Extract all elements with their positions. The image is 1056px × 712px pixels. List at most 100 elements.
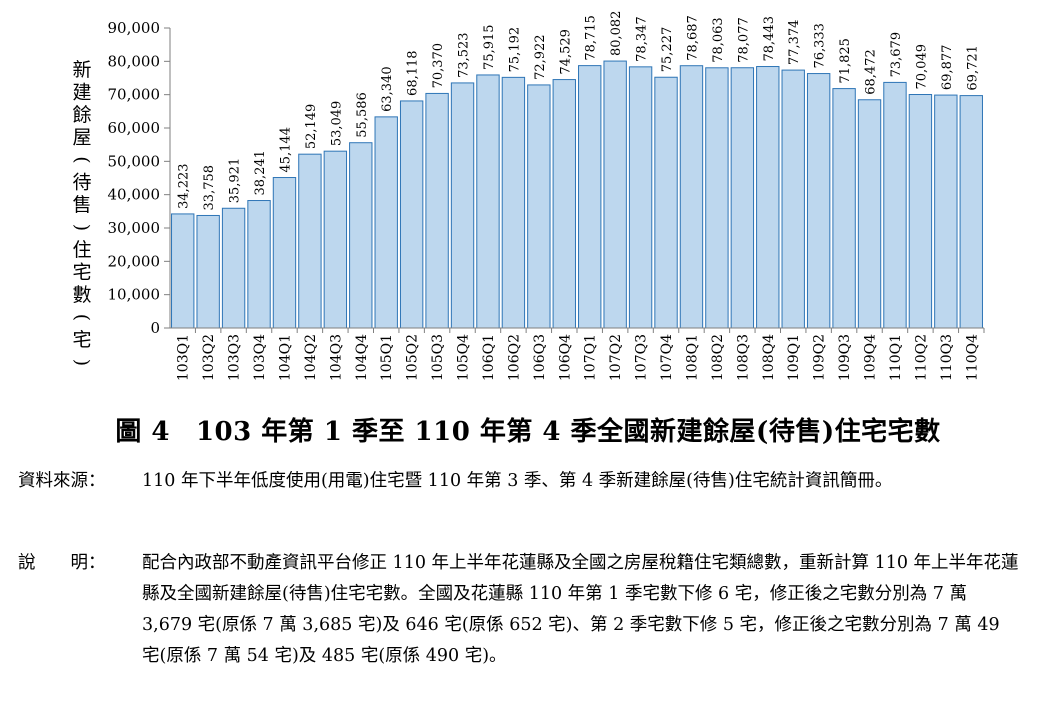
bar-105Q2	[399, 100, 424, 329]
data-label-105Q4: 73,523	[457, 32, 472, 78]
x-tick-label-108Q2: 108Q2	[710, 334, 726, 381]
bar-109Q3	[832, 88, 856, 329]
data-label-110Q1: 73,679	[889, 32, 904, 78]
x-tick-label-108Q1: 108Q1	[684, 334, 700, 381]
y-tick-label: 90,000	[108, 19, 161, 37]
data-label-104Q2: 52,149	[304, 104, 319, 150]
figure-caption: 圖 4 103 年第 1 季至 110 年第 4 季全國新建餘屋(待售)住宅宅數	[0, 411, 1056, 448]
x-tick-label-106Q1: 106Q1	[481, 334, 497, 381]
y-axis-label-char: 屋	[72, 127, 91, 149]
y-axis-label-char: 宅	[72, 262, 91, 284]
explanation-text: 配合內政部不動產資訊平台修正 110 年上半年花蓮縣及全國之房屋稅籍住宅類總數，…	[142, 553, 1019, 666]
y-tick-label: 30,000	[108, 219, 161, 237]
data-label-110Q4: 69,721	[965, 45, 980, 91]
bar-106Q4	[552, 79, 576, 329]
data-label-108Q2: 78,063	[711, 17, 726, 63]
x-tick-label-108Q4: 108Q4	[761, 334, 777, 381]
bar-105Q3	[425, 92, 449, 329]
data-label-109Q4: 68,472	[864, 49, 879, 95]
data-label-107Q3: 78,347	[635, 16, 650, 62]
data-label-110Q3: 69,877	[940, 45, 955, 91]
bar-106Q2	[501, 76, 526, 329]
data-label-108Q3: 78,077	[736, 17, 751, 63]
y-tick-label: 10,000	[108, 286, 161, 304]
y-tick-label: 50,000	[108, 152, 161, 170]
bar-106Q3	[527, 84, 551, 329]
y-tick-label: 0	[150, 319, 160, 337]
x-tick-label-105Q3: 105Q3	[430, 334, 446, 381]
x-tick-label-104Q2: 104Q2	[303, 334, 319, 381]
source-label: 資料來源：	[18, 471, 106, 491]
y-axis-ticks: 0 10,000 20,000 30,000 40,000 50,000 60,000 70,…	[108, 19, 170, 337]
bars	[171, 60, 983, 329]
data-label-106Q2: 75,192	[507, 27, 522, 73]
y-axis-label-char: 建	[72, 82, 91, 104]
bar-109Q1	[781, 69, 805, 329]
data-label-108Q4: 78,443	[762, 16, 777, 62]
data-label-110Q2: 70,049	[914, 44, 929, 90]
x-tick-label-107Q3: 107Q3	[634, 334, 650, 381]
explanation-label: 說 明：	[18, 553, 106, 573]
bar-108Q3	[730, 67, 755, 329]
x-tick-label-103Q1: 103Q1	[176, 334, 192, 381]
y-axis-label-char: (	[71, 156, 93, 163]
y-axis-label-char: 售	[72, 194, 91, 216]
data-label-109Q2: 76,333	[813, 23, 828, 69]
y-tick-label: 60,000	[108, 119, 161, 137]
data-label-106Q1: 75,915	[482, 24, 497, 70]
y-axis-label-char: 住	[72, 239, 91, 261]
bar-110Q4	[959, 95, 983, 329]
bar-103Q2	[196, 214, 220, 329]
bar-108Q1	[679, 65, 704, 329]
y-tick-label: 40,000	[108, 186, 161, 204]
bar-104Q1	[272, 177, 297, 329]
x-tick-label-107Q4: 107Q4	[659, 334, 675, 381]
x-tick-label-105Q1: 105Q1	[379, 334, 395, 381]
data-label-103Q4: 38,241	[253, 150, 268, 196]
bar-108Q2	[705, 67, 729, 329]
y-axis-label: 新建餘屋(待售)住宅數(宅)	[71, 59, 93, 366]
x-tick-label-104Q1: 104Q1	[277, 334, 293, 381]
y-axis-label-char: 宅	[72, 329, 91, 351]
x-tick-label-110Q3: 110Q3	[939, 334, 955, 381]
data-label-104Q3: 53,049	[329, 101, 344, 147]
y-tick-label: 20,000	[108, 252, 161, 270]
data-label-104Q1: 45,144	[278, 127, 293, 173]
data-labels: 34,223 33,758 35,921 38,241 45,144 52,149 53,0…	[177, 11, 981, 211]
data-label-103Q3: 35,921	[228, 158, 243, 204]
y-tick-label: 70,000	[108, 86, 161, 104]
data-label-109Q1: 77,374	[787, 20, 802, 66]
x-tick-label-107Q1: 107Q1	[583, 334, 599, 381]
bar-105Q4	[450, 82, 475, 329]
bar-107Q2	[603, 60, 627, 329]
x-tick-label-106Q4: 106Q4	[557, 334, 573, 381]
x-tick-label-103Q3: 103Q3	[227, 334, 243, 381]
y-axis-label-char: 待	[72, 172, 91, 194]
x-tick-label-104Q4: 104Q4	[354, 334, 370, 381]
x-tick-label-103Q2: 103Q2	[201, 334, 217, 381]
y-axis-label-char: 餘	[72, 104, 91, 126]
y-axis-label-char: (	[71, 314, 93, 321]
bar-103Q1	[171, 213, 195, 329]
data-label-105Q2: 68,118	[406, 50, 421, 96]
y-axis-label-char: )	[71, 359, 93, 366]
data-label-106Q4: 74,529	[558, 29, 573, 75]
x-tick-label-109Q3: 109Q3	[837, 334, 853, 381]
bar-110Q1	[883, 81, 907, 329]
axes	[169, 28, 984, 329]
bar-109Q2	[806, 73, 831, 329]
x-tick-label-106Q3: 106Q3	[532, 334, 548, 381]
bar-107Q3	[628, 66, 653, 329]
bar-104Q2	[298, 153, 322, 329]
source-text: 110 年下半年低度使用(用電)住宅暨 110 年第 3 季、第 4 季新建餘屋…	[142, 471, 893, 491]
data-label-108Q1: 78,687	[685, 15, 700, 61]
bar-103Q4	[247, 200, 271, 329]
y-axis-label-char: 數	[72, 284, 91, 306]
data-label-106Q3: 72,922	[533, 34, 548, 80]
bar-107Q4	[654, 76, 678, 329]
x-tick-label-109Q1: 109Q1	[786, 334, 802, 381]
bar-108Q4	[756, 66, 780, 329]
bar-104Q3	[323, 150, 348, 329]
x-tick-label-103Q4: 103Q4	[252, 334, 268, 381]
bar-110Q2	[908, 94, 933, 329]
